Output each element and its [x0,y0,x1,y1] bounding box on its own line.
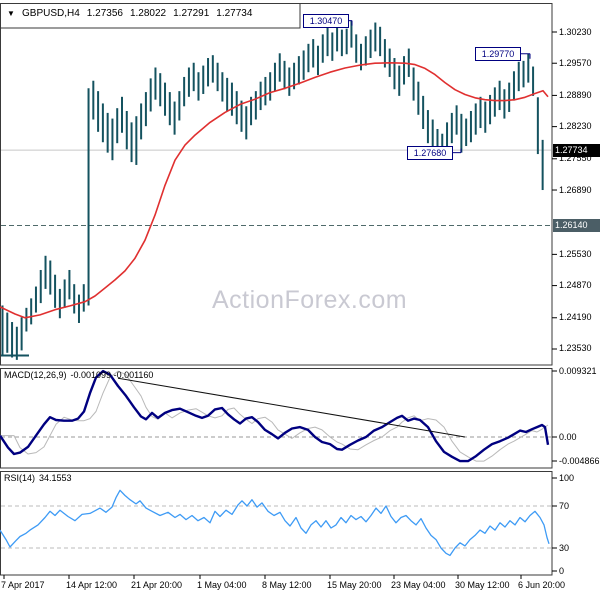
time-axis-label: 30 May 12:00 [455,580,510,590]
price-annotation[interactable]: 1.29770 [475,46,521,61]
price-axis-label: 1.26890 [559,184,592,195]
high-value: 1.28022 [129,8,167,19]
time-axis-label: 14 Apr 12:00 [66,580,118,590]
macd-trendline [117,377,466,438]
current-price-tag: 1.27734 [553,143,600,157]
time-axis-label: 23 May 04:00 [391,580,446,590]
price-annotation[interactable]: 1.27680 [407,145,453,160]
symbol-dropdown-icon[interactable]: ▼ [7,9,15,18]
price-axis-label: 1.24190 [559,312,592,323]
low-value: 1.27291 [173,8,210,19]
macd-axis-label: 0.00 [559,431,577,442]
macd-name: MACD(12,26,9) [4,370,67,380]
time-axis-label: 1 May 04:00 [197,580,247,590]
macd-signal-line [0,370,549,462]
level-price-tag: 1.26140 [553,219,600,232]
price-axis-label: 1.30230 [559,26,592,37]
time-axis-label: 6 Jun 20:00 [518,580,566,590]
chart-title: GBPUSD,H4 1.27356 1.28022 1.27291 1.27734 [22,8,259,19]
symbol-period-label: GBPUSD,H4 [22,8,80,19]
time-axis-label: 7 Apr 2017 [1,580,45,590]
macd-main-line [0,369,550,463]
rsi-panel-frame [0,471,553,576]
time-axis-label: 21 Apr 20:00 [131,580,183,590]
rsi-axis-label: 100 [559,472,575,483]
macd-axis-label: -0.004866 [559,455,600,466]
rsi-line [0,489,550,557]
rsi-axis-label: 0 [559,565,565,576]
time-axis-label: 8 May 12:00 [262,580,312,590]
price-axis-label: 1.28890 [559,89,592,100]
watermark: ActionForex.com [212,286,408,314]
close-value: 1.27734 [216,8,253,19]
rsi-axis-label: 70 [559,500,570,511]
title-box [0,3,301,29]
price-axis-label: 1.29570 [559,57,592,68]
macd-current-values: -0.001099 -0.001160 [70,370,154,380]
price-axis-label: 1.28230 [559,121,592,132]
time-axis-label: 15 May 20:00 [327,580,382,590]
price-annotation[interactable]: 1.30470 [303,13,349,28]
price-axis-label: 1.23530 [559,343,592,354]
rsi-indicator-label: RSI(14) 34.1553 [4,473,76,483]
price-axis-label: 1.27550 [559,153,592,164]
macd-indicator-label: MACD(12,26,9) -0.001099 -0.001160 [4,370,157,380]
ma-line [0,61,549,319]
open-value: 1.27356 [86,8,123,19]
price-axis-label: 1.24870 [559,280,592,291]
macd-axis-label: 0.009321 [559,365,597,376]
rsi-axis-label: 30 [559,542,570,553]
price-axis-label: 1.25530 [559,248,592,259]
macd-panel-frame [0,368,553,469]
rsi-current-value: 34.1553 [39,473,72,483]
rsi-name: RSI(14) [4,473,36,483]
